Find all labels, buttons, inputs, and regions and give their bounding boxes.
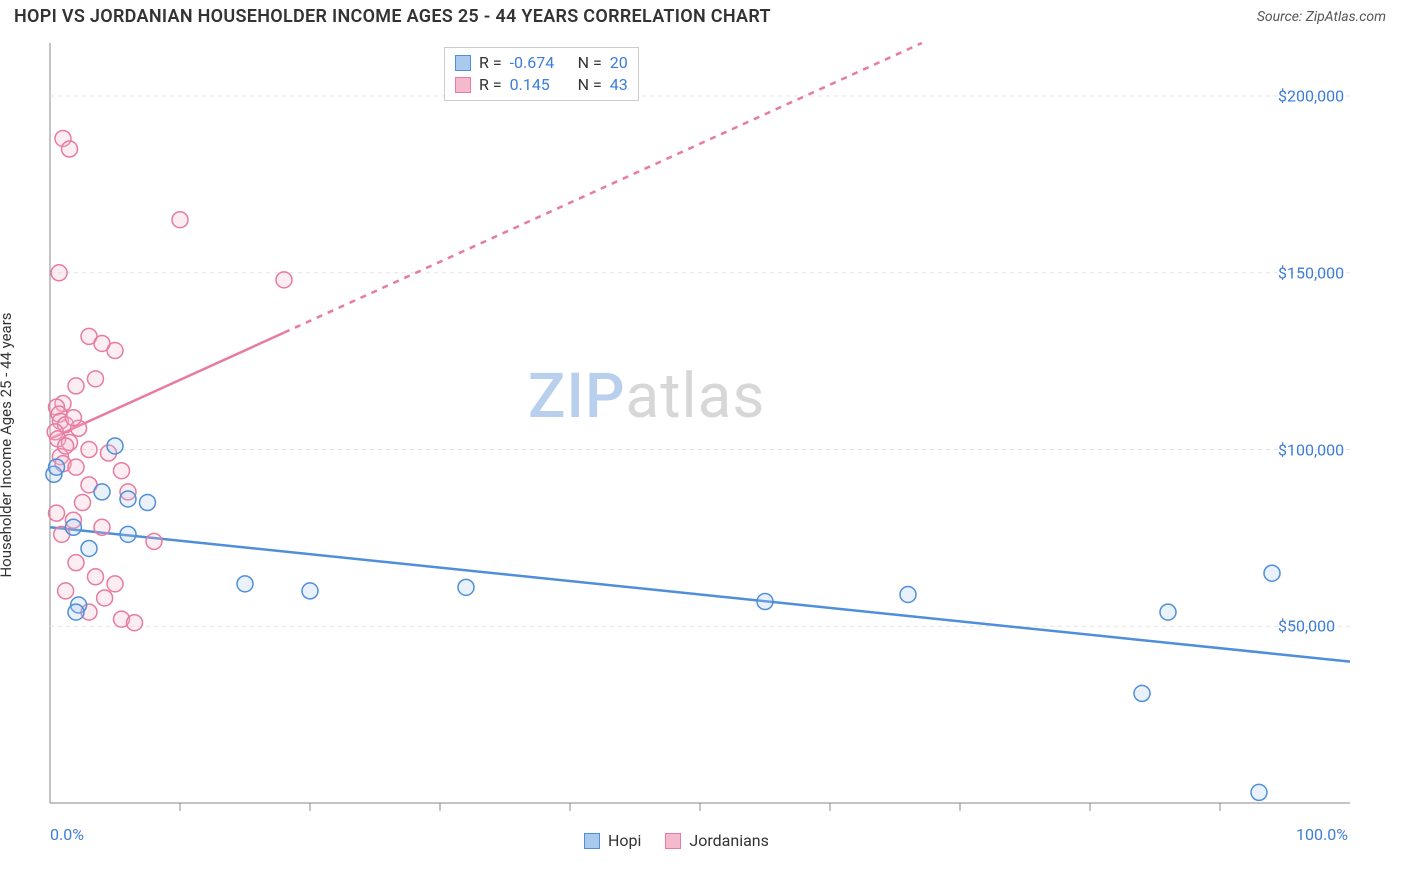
jordanians-swatch-icon xyxy=(455,77,471,93)
legend-jord-r-value: 0.145 xyxy=(510,74,570,96)
y-tick-label: $150,000 xyxy=(1278,263,1344,282)
chart-container: Householder Income Ages 25 - 44 years ZI… xyxy=(14,35,1392,855)
legend-r-label: R = xyxy=(479,74,502,96)
legend-hopi-label: Hopi xyxy=(608,831,641,850)
source-name: ZipAtlas.com xyxy=(1306,9,1386,25)
legend-jord-n-value: 43 xyxy=(610,74,628,96)
chart-title: HOPI VS JORDANIAN HOUSEHOLDER INCOME AGE… xyxy=(14,6,771,27)
y-tick-label: $50,000 xyxy=(1278,617,1335,636)
legend-item-jordanians: Jordanians xyxy=(665,831,768,850)
legend-n-label: N = xyxy=(578,74,602,96)
hopi-swatch-icon xyxy=(584,833,600,849)
legend-hopi-r-value: -0.674 xyxy=(510,52,570,74)
x-axis-max-label: 100.0% xyxy=(1296,825,1348,844)
legend-row-jordanians: R = 0.145 N = 43 xyxy=(455,74,628,96)
y-axis-label: Householder Income Ages 25 - 44 years xyxy=(0,312,15,577)
legend-row-hopi: R = -0.674 N = 20 xyxy=(455,52,628,74)
y-tick-label: $200,000 xyxy=(1278,87,1344,106)
jordanians-swatch-icon xyxy=(665,833,681,849)
legend-item-hopi: Hopi xyxy=(584,831,641,850)
y-tick-label: $100,000 xyxy=(1278,440,1344,459)
correlation-scatter-chart xyxy=(14,35,1392,855)
correlation-legend: R = -0.674 N = 20 R = 0.145 N = 43 xyxy=(444,47,639,101)
x-axis-min-label: 0.0% xyxy=(50,825,84,844)
legend-jordanians-label: Jordanians xyxy=(689,831,768,850)
series-legend: Hopi Jordanians xyxy=(584,831,769,850)
legend-hopi-n-value: 20 xyxy=(610,52,628,74)
source-attribution: Source: ZipAtlas.com xyxy=(1257,9,1386,25)
legend-r-label: R = xyxy=(479,52,502,74)
legend-n-label: N = xyxy=(578,52,602,74)
hopi-swatch-icon xyxy=(455,55,471,71)
source-prefix: Source: xyxy=(1257,9,1306,25)
chart-header: HOPI VS JORDANIAN HOUSEHOLDER INCOME AGE… xyxy=(0,0,1406,31)
